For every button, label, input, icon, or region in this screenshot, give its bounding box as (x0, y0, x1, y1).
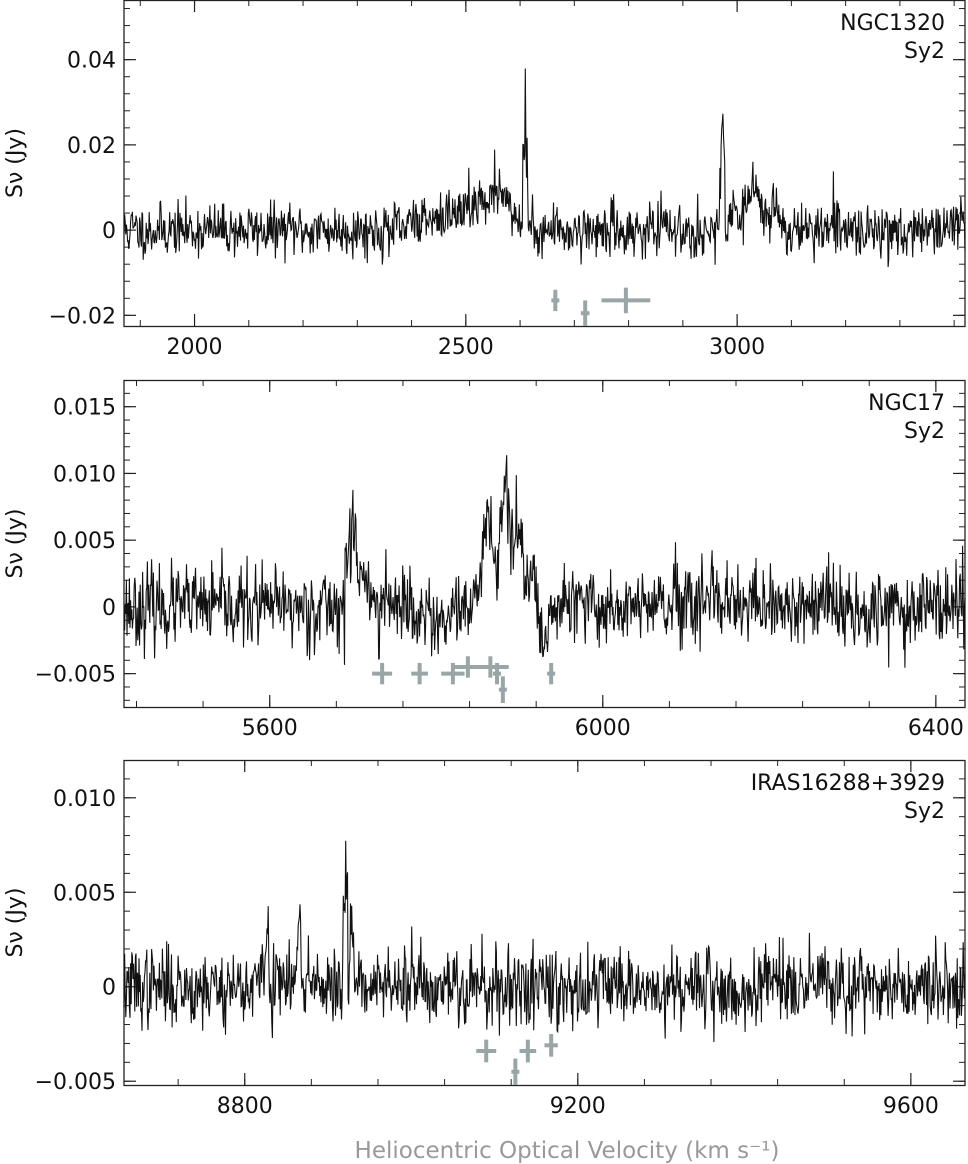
y-tick-label: −0.02 (49, 304, 116, 329)
y-tick-label: 0.010 (53, 787, 116, 812)
spectrum-line (123, 840, 966, 1043)
spectrum-line (123, 455, 966, 668)
y-tick-label: 0 (102, 976, 116, 1001)
x-tick-label: 9600 (883, 1094, 939, 1119)
x-tick-label: 6000 (575, 716, 631, 741)
galaxy-name-label: NGC1320 (840, 11, 945, 36)
y-tick-label: 0.005 (53, 529, 116, 554)
y-tick-label: −0.005 (35, 1070, 116, 1095)
y-axis-label: Sν (Jy) (3, 128, 28, 198)
x-tick-label: 2500 (438, 335, 494, 360)
y-axis-label: Sν (Jy) (3, 888, 28, 958)
axes-frame (123, 0, 966, 328)
x-tick-label: 9200 (550, 1094, 606, 1119)
x-tick-label: 6400 (908, 716, 964, 741)
y-axis-label: Sν (Jy) (3, 509, 28, 579)
spectrum-line (123, 68, 966, 268)
galaxy-name-label: NGC17 (868, 391, 945, 416)
axes-frame (123, 379, 966, 709)
x-tick-label: 8800 (217, 1094, 273, 1119)
seyfert-class-label: Sy2 (904, 39, 945, 64)
seyfert-class-label: Sy2 (904, 799, 945, 824)
y-tick-label: 0.02 (67, 134, 116, 159)
y-tick-label: 0.015 (53, 396, 116, 421)
y-tick-label: 0.005 (53, 881, 116, 906)
axes-frame (123, 759, 966, 1087)
y-tick-label: −0.005 (35, 663, 116, 688)
x-tick-label: 2000 (167, 335, 223, 360)
galaxy-name-label: IRAS16288+3929 (751, 771, 945, 796)
y-tick-label: 0.04 (67, 49, 116, 74)
x-axis-title: Heliocentric Optical Velocity (km s⁻¹) (355, 1138, 780, 1164)
x-tick-label: 5600 (242, 716, 298, 741)
seyfert-class-label: Sy2 (904, 419, 945, 444)
y-tick-label: 0.010 (53, 462, 116, 487)
y-tick-label: 0 (102, 596, 116, 621)
x-tick-label: 3000 (709, 335, 765, 360)
y-tick-label: 0 (102, 219, 116, 244)
